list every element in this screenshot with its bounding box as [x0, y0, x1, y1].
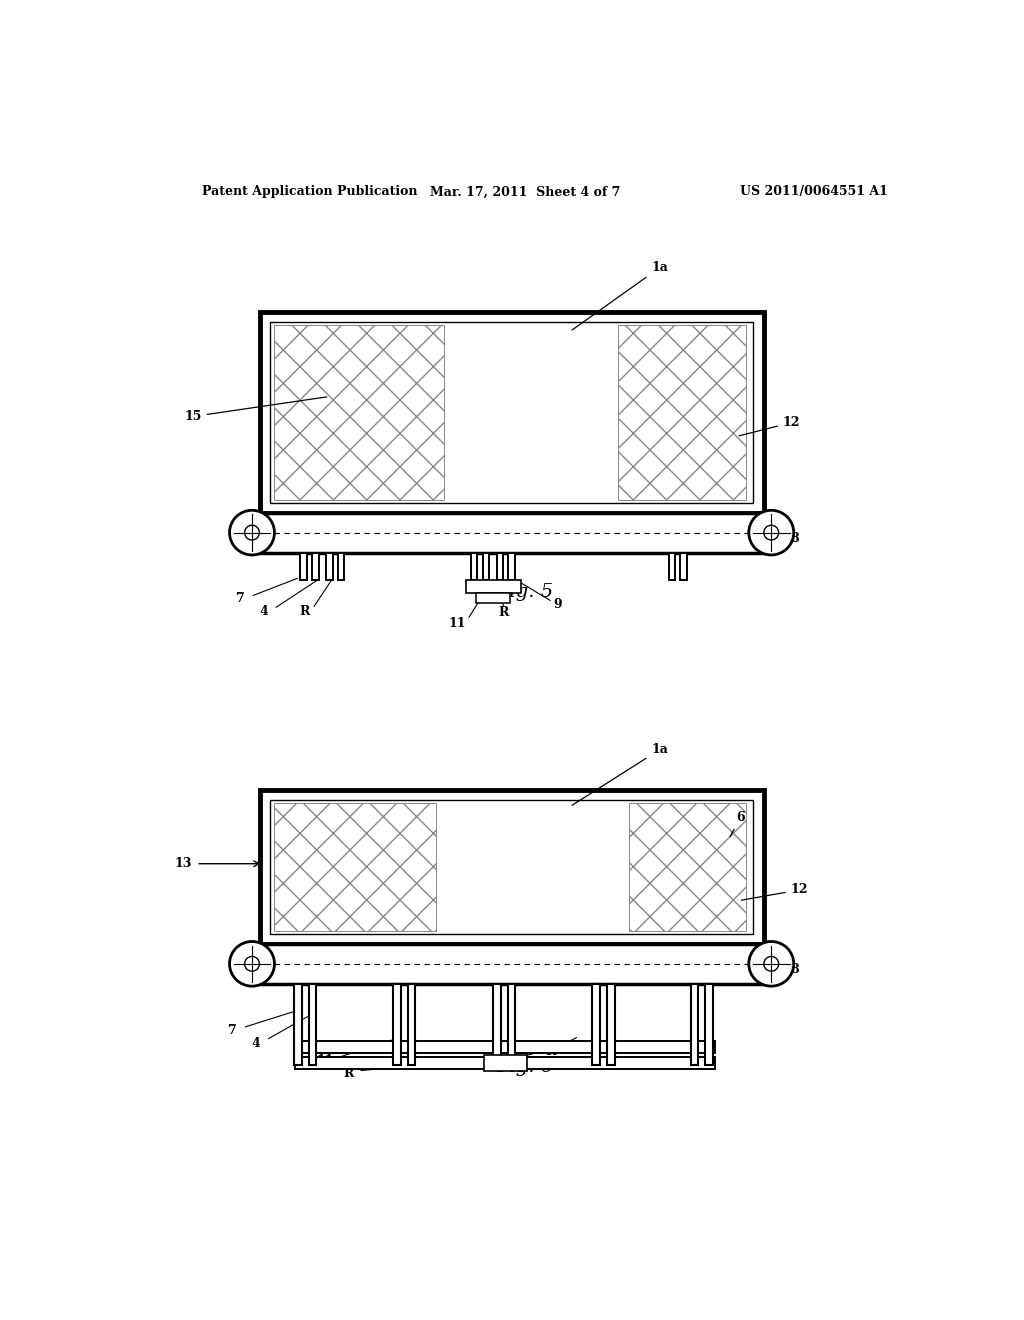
- Text: 9: 9: [554, 598, 562, 611]
- Circle shape: [749, 511, 794, 554]
- Text: 4: 4: [252, 1036, 260, 1049]
- Bar: [295, 1040, 715, 1053]
- Bar: [706, 983, 713, 1065]
- Text: Fig. 5: Fig. 5: [497, 583, 553, 602]
- Bar: [669, 553, 675, 581]
- Text: 8: 8: [791, 532, 800, 545]
- Text: R: R: [344, 1068, 354, 1081]
- Bar: [592, 983, 600, 1065]
- Bar: [295, 1057, 715, 1069]
- Bar: [483, 1056, 527, 1071]
- Text: R: R: [545, 1045, 556, 1059]
- Bar: [680, 553, 687, 581]
- Circle shape: [245, 957, 259, 972]
- Text: R: R: [499, 606, 509, 619]
- Bar: [617, 326, 745, 499]
- Bar: [308, 983, 316, 1065]
- Text: 4: 4: [259, 606, 268, 619]
- Bar: [273, 803, 436, 931]
- Bar: [270, 322, 754, 503]
- Bar: [607, 983, 614, 1065]
- Text: Mar. 17, 2011  Sheet 4 of 7: Mar. 17, 2011 Sheet 4 of 7: [430, 185, 620, 198]
- Text: 12: 12: [739, 416, 801, 436]
- Bar: [690, 983, 698, 1065]
- Bar: [312, 553, 318, 581]
- Bar: [497, 553, 503, 581]
- Bar: [476, 593, 510, 603]
- Bar: [260, 789, 764, 944]
- Bar: [508, 553, 515, 581]
- Bar: [471, 553, 477, 581]
- Bar: [250, 512, 773, 553]
- Text: 7: 7: [228, 1023, 237, 1036]
- Text: 1a: 1a: [572, 261, 668, 330]
- Circle shape: [749, 941, 794, 986]
- Text: 9: 9: [500, 1056, 508, 1069]
- Text: Fig. 6: Fig. 6: [497, 1057, 553, 1076]
- Text: 11: 11: [316, 1055, 335, 1068]
- Bar: [273, 326, 444, 499]
- Text: 15: 15: [184, 397, 327, 422]
- Bar: [493, 983, 501, 1065]
- Bar: [482, 553, 489, 581]
- Text: US 2011/0064551 A1: US 2011/0064551 A1: [739, 185, 888, 198]
- Bar: [250, 944, 773, 983]
- Text: 11: 11: [449, 616, 466, 630]
- Circle shape: [229, 511, 274, 554]
- Circle shape: [245, 525, 259, 540]
- Text: 8: 8: [791, 964, 800, 977]
- Bar: [300, 553, 307, 581]
- Circle shape: [764, 525, 778, 540]
- Circle shape: [764, 957, 778, 972]
- Text: 1a: 1a: [572, 743, 668, 805]
- Text: 6: 6: [730, 810, 745, 837]
- Bar: [338, 553, 344, 581]
- Bar: [408, 983, 416, 1065]
- Bar: [326, 553, 333, 581]
- Circle shape: [229, 941, 274, 986]
- Bar: [630, 803, 745, 931]
- Text: 12: 12: [741, 883, 808, 900]
- Bar: [508, 983, 515, 1065]
- Bar: [393, 983, 400, 1065]
- Text: 7: 7: [236, 593, 245, 606]
- Text: 13: 13: [174, 857, 191, 870]
- Bar: [270, 800, 754, 933]
- Bar: [260, 313, 764, 512]
- Bar: [294, 983, 301, 1065]
- Text: R: R: [299, 606, 310, 619]
- Bar: [466, 581, 520, 593]
- Text: Patent Application Publication: Patent Application Publication: [202, 185, 417, 198]
